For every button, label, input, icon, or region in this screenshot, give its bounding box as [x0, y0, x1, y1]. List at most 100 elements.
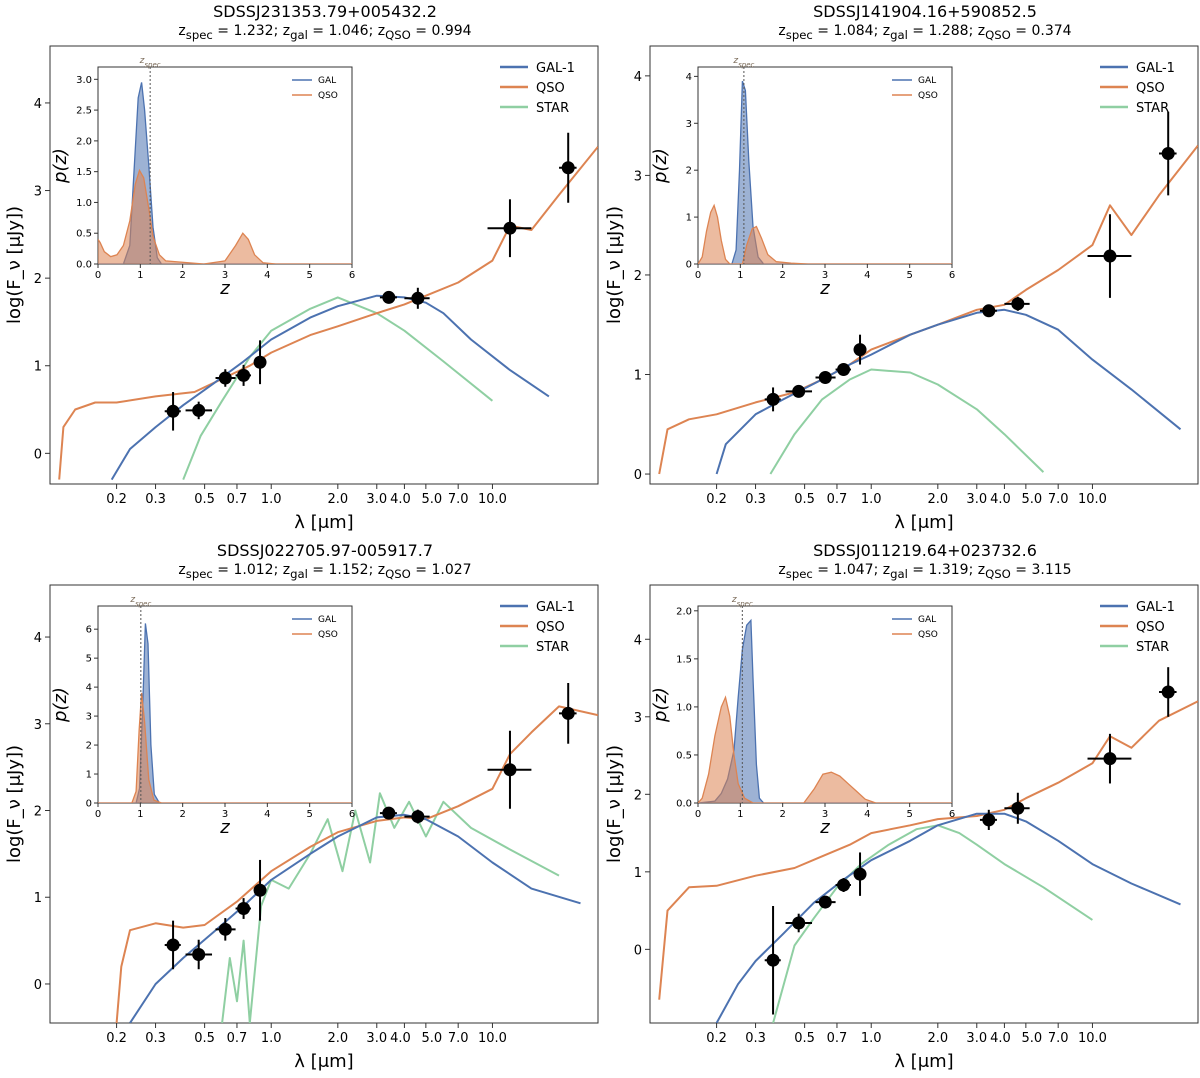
- photometry-point: [1087, 214, 1132, 298]
- x-axis-label: λ [μm]: [294, 1051, 353, 1072]
- x-tick-label: 0.5: [794, 1031, 815, 1046]
- x-tick-label: 1.0: [861, 492, 882, 507]
- legend-label: STAR: [536, 640, 569, 655]
- series-group: [658, 111, 1198, 475]
- photometry-point: [487, 730, 532, 809]
- zgal-value: 1.288: [928, 23, 969, 39]
- y-axis-label: log(F_ν [μJy]): [604, 745, 625, 863]
- x-tick-label: 1.0: [261, 1031, 282, 1046]
- inset-y-tick-label: 2.5: [76, 106, 92, 117]
- y-tick-label: 4: [634, 70, 642, 85]
- legend-label: GAL-1: [536, 600, 575, 615]
- photometry-point: [253, 340, 267, 385]
- inset-y-tick-label: 3: [86, 712, 92, 723]
- inset-x-tick-label: 3: [222, 809, 228, 820]
- photometry-marker: [237, 902, 251, 916]
- photometry-point: [379, 806, 397, 820]
- inset-frame: [697, 66, 953, 265]
- x-axis-label: λ [μm]: [894, 1051, 953, 1072]
- panel-title: SDSSJ231353.79+005432.2: [213, 2, 437, 21]
- photometry-point: [235, 898, 251, 919]
- inset-y-tick-label: 2.0: [676, 606, 692, 617]
- x-tick-label: 0.7: [227, 492, 248, 507]
- y-tick-label: 1: [34, 360, 42, 375]
- photometry-point: [253, 859, 267, 921]
- x-tick-label: 5.0: [422, 492, 443, 507]
- inset-x-tick-label: 3: [222, 270, 228, 281]
- inset-x-tick-label: 0: [695, 270, 701, 281]
- pz-area-gal: [698, 81, 952, 264]
- photometry-marker: [411, 810, 425, 824]
- zspec-subscript: spec: [738, 61, 754, 69]
- x-tick-label: 0.3: [745, 1031, 766, 1046]
- inset-x-tick-label: 2: [179, 809, 185, 820]
- inset-y-axis-label: p(z): [50, 687, 71, 723]
- x-tick-label: 4.0: [990, 1031, 1011, 1046]
- inset-legend-label: QSO: [918, 630, 938, 640]
- series-line-gal-1: [129, 813, 581, 1023]
- inset-x-axis-label: z: [219, 817, 230, 838]
- x-tick-label: 0.5: [194, 1031, 215, 1046]
- x-tick-label: 7.0: [448, 1031, 469, 1046]
- inset-x-tick-label: 5: [306, 270, 312, 281]
- photometry-point: [559, 132, 577, 203]
- inset-y-tick-label: 1.5: [676, 654, 692, 665]
- inset-x-tick-label: 0: [695, 809, 701, 820]
- x-tick-label: 4.0: [990, 492, 1011, 507]
- inset-y-axis-label: p(z): [650, 148, 671, 184]
- photometry-point: [835, 363, 851, 377]
- x-tick-label: 3.0: [366, 492, 387, 507]
- inset-legend-label: GAL: [918, 76, 936, 86]
- y-tick-label: 4: [634, 633, 642, 648]
- inset-x-tick-label: 6: [949, 270, 955, 281]
- photometry-point: [164, 392, 181, 431]
- y-tick-label: 1: [634, 866, 642, 881]
- inset-y-tick-label: 0: [86, 799, 92, 810]
- y-tick-label: 1: [634, 369, 642, 384]
- series-group: [115, 683, 598, 1023]
- photometry-marker: [218, 371, 232, 385]
- legend-label: QSO: [1136, 81, 1165, 96]
- pz-line-qso: [698, 203, 952, 264]
- photometry-point: [785, 913, 813, 933]
- inset-legend-label: QSO: [918, 91, 938, 101]
- inset-y-tick-label: 2: [86, 741, 92, 752]
- photometry-marker: [166, 938, 180, 952]
- zqso-value: 3.115: [1031, 562, 1072, 578]
- photometry-marker: [1161, 685, 1175, 699]
- inset-x-tick-label: 4: [264, 270, 270, 281]
- photometry-point: [215, 369, 236, 387]
- inset-frame: [97, 605, 353, 804]
- x-tick-label: 10.0: [1078, 1031, 1107, 1046]
- inset-legend-label: GAL: [318, 615, 336, 625]
- photometry-marker: [766, 953, 780, 967]
- photometry-point: [853, 852, 867, 896]
- inset-y-tick-label: 1.0: [676, 702, 692, 713]
- inset-y-tick-label: 1.0: [76, 198, 92, 209]
- photometry-point: [979, 809, 997, 830]
- y-tick-label: 0: [634, 943, 642, 958]
- panel-subtitle: zspec = 1.047; zgal = 1.319; zQSO = 3.11…: [778, 562, 1072, 581]
- inset-y-tick-label: 0.0: [676, 799, 692, 810]
- legend: GAL-1 QSO STAR: [1100, 61, 1175, 116]
- inset-x-tick-label: 3: [822, 809, 828, 820]
- inset-x-tick-label: 5: [306, 809, 312, 820]
- x-tick-label: 5.0: [1022, 1031, 1043, 1046]
- photometry-point: [215, 918, 236, 941]
- x-tick-label: 10.0: [478, 492, 507, 507]
- photometry-marker: [818, 370, 832, 384]
- zgal-value: 1.046: [328, 23, 369, 39]
- photometry-marker: [253, 883, 267, 897]
- inset-y-tick-label: 4: [86, 683, 92, 694]
- photometry-marker: [792, 384, 806, 398]
- inset-x-axis-label: z: [819, 817, 830, 838]
- photometry-marker: [1161, 147, 1175, 161]
- inset-y-tick-label: 2.0: [76, 136, 92, 147]
- inset-y-axis-label: p(z): [650, 687, 671, 723]
- sed-chart: 0.2 0.3 0.5 0.7 1.0 2.0 3.0 4.0 5.0 7.0 10.001234λ…: [604, 584, 1199, 1072]
- series-line-star: [769, 368, 1045, 475]
